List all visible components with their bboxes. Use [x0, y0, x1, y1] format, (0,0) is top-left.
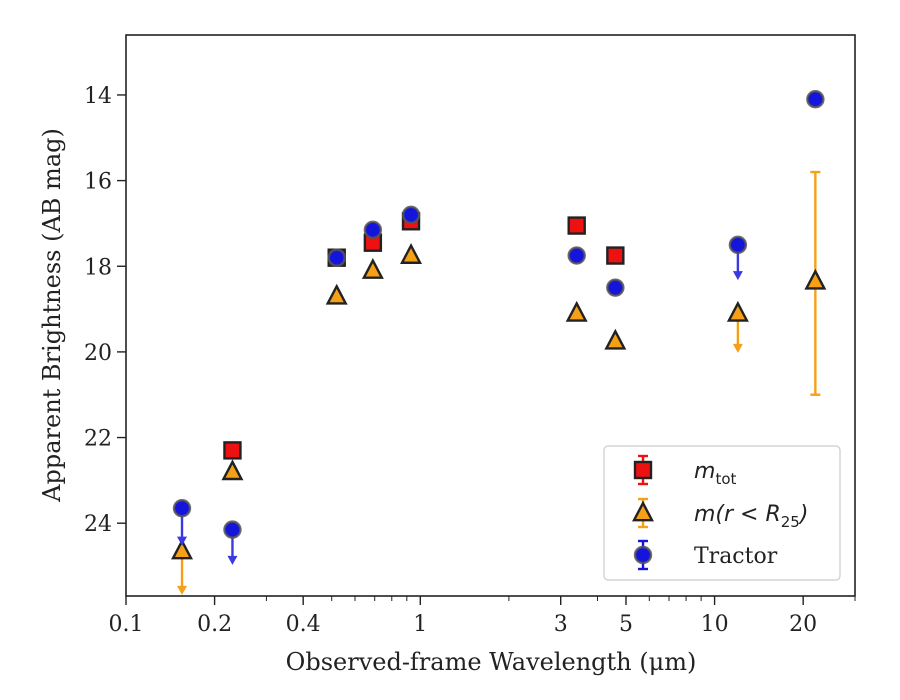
data-point-circle: [567, 246, 586, 265]
data-point-circle: [606, 278, 625, 297]
legend-marker-square: [633, 460, 653, 480]
axes: 0.1 0.2 0.4 1 3 5 10 20 14 16 18 20 22 24: [84, 34, 856, 637]
y-tick-label: 24: [84, 512, 112, 537]
legend-marker-triangle: [632, 500, 654, 522]
series-square: [223, 212, 625, 460]
data-point-square: [567, 216, 586, 235]
data-point-circle: [806, 90, 825, 109]
x-tick-label: 10: [701, 612, 729, 637]
upper-limit-arrowhead: [177, 585, 188, 595]
data-point-circle: [223, 520, 242, 539]
data-point-triangle: [726, 300, 749, 322]
x-tick-label: 0.2: [197, 612, 232, 637]
data-point-circle: [172, 499, 192, 518]
legend: mtot m(r < R25) Tractor: [603, 445, 841, 581]
y-tick-label: 16: [84, 170, 112, 195]
legend-box: [603, 445, 841, 581]
data-point-triangle: [804, 268, 827, 290]
x-tick-label: 5: [619, 612, 633, 637]
series-triangle: [171, 170, 827, 595]
x-tick-label: 0.4: [286, 612, 321, 637]
x-axis-label: Observed-frame Wavelength (μm): [286, 648, 697, 676]
x-tick-label: 0.1: [109, 612, 144, 637]
data-point-triangle: [171, 538, 193, 560]
upper-limit-arrowhead: [177, 536, 188, 546]
data-point-circle: [363, 220, 383, 240]
legend-label: Tractor: [694, 544, 778, 569]
series-circle: [172, 90, 825, 565]
y-axis-label: Apparent Brightness (AB mag): [38, 128, 66, 503]
data-point-triangle: [565, 300, 588, 322]
legend-marker-circle: [633, 545, 653, 565]
data-point-circle: [327, 248, 346, 267]
upper-limit-arrowhead: [732, 271, 743, 281]
data-point-triangle: [361, 258, 384, 279]
legend-label: m(r < R25): [694, 502, 808, 531]
legend-label: mtot: [694, 459, 736, 488]
data-layer: [171, 90, 827, 595]
y-tick-label: 14: [84, 84, 112, 109]
plot-frame: [125, 34, 856, 597]
y-tick-label: 20: [84, 341, 112, 366]
data-point-triangle: [604, 328, 627, 350]
upper-limit-arrowhead: [227, 555, 238, 565]
data-point-square: [606, 246, 625, 265]
x-tick-label: 3: [554, 612, 568, 637]
x-tick-label: 20: [789, 612, 817, 637]
data-point-square: [223, 441, 242, 460]
data-point-triangle: [325, 283, 348, 305]
data-point-circle: [728, 235, 748, 255]
data-point-triangle: [400, 243, 423, 264]
y-tick-label: 18: [84, 255, 112, 280]
x-tick-label: 1: [413, 612, 427, 637]
upper-limit-arrowhead: [732, 343, 743, 353]
y-tick-label: 22: [84, 427, 112, 452]
data-point-triangle: [221, 459, 244, 481]
data-point-circle: [401, 205, 421, 225]
